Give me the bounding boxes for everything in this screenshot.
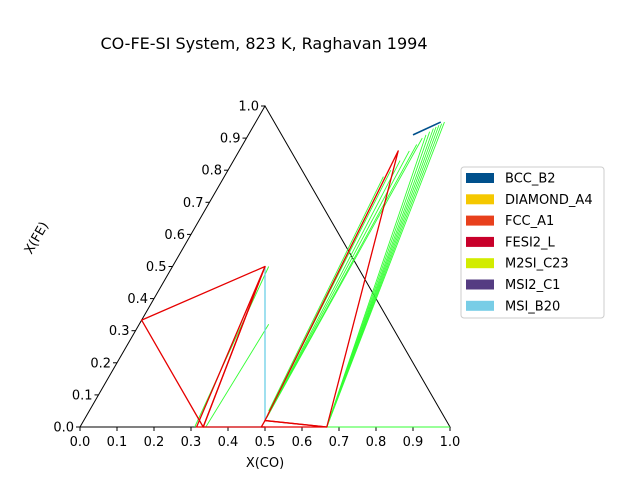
legend-swatch	[466, 300, 494, 311]
legend-label: M2SI_C23	[505, 257, 569, 272]
y-tick-label: 0.1	[72, 388, 93, 403]
legend-swatch	[466, 236, 494, 247]
tie-line	[326, 121, 445, 428]
y-tick-label: 1.0	[238, 100, 259, 115]
x-tick-label: 0.7	[329, 435, 350, 450]
chart-title: CO-FE-SI System, 823 K, Raghavan 1994	[100, 34, 427, 53]
x-tick-label: 0.1	[107, 435, 128, 450]
x-tick-label: 0.9	[403, 435, 424, 450]
y-tick-label: 0.6	[164, 228, 185, 243]
tie-line	[194, 266, 270, 428]
legend-label: FESI2_L	[505, 235, 556, 250]
x-tick-label: 1.0	[440, 435, 461, 450]
y-tick-label: 0.9	[220, 132, 241, 147]
x-tick-label: 0.5	[255, 435, 276, 450]
y-tick-label: 0.0	[53, 421, 74, 436]
tie-line	[266, 137, 423, 418]
x-tick-label: 0.0	[70, 435, 91, 450]
x-axis-label: X(CO)	[246, 456, 284, 471]
legend-swatch	[466, 194, 494, 205]
legend-label: MSI_B20	[505, 299, 560, 314]
y-tick-label: 0.7	[183, 196, 204, 211]
tie-line	[205, 324, 270, 428]
legend-swatch	[466, 279, 494, 290]
y-tick-label: 0.3	[109, 324, 130, 339]
legend-label: BCC_B2	[505, 172, 556, 187]
x-tick-label: 0.6	[292, 435, 313, 450]
legend-swatch	[466, 173, 494, 183]
x-tick-label: 0.2	[144, 435, 165, 450]
legend-label: DIAMOND_A4	[505, 193, 593, 208]
legend-label: FCC_A1	[505, 214, 554, 229]
tie-line	[266, 160, 401, 418]
three-phase-triangle	[264, 150, 399, 428]
tie-line	[266, 150, 410, 418]
legend-swatch	[466, 215, 494, 226]
x-tick-label: 0.8	[366, 435, 387, 450]
legend: BCC_B2 DIAMOND_A4 FCC_A1 FESI2_L M2SI_C23 MSI…	[460, 166, 605, 319]
y-tick-label: 0.2	[90, 356, 111, 371]
y-axis-label: X(FE)	[22, 219, 52, 257]
x-tick-label: 0.3	[181, 435, 202, 450]
tie-line	[268, 176, 384, 412]
bcc-b2-boundary	[412, 121, 442, 136]
y-tick-label: 0.8	[201, 164, 222, 179]
y-tick-label: 0.4	[127, 292, 148, 307]
data-layer	[140, 121, 450, 428]
legend-box	[460, 166, 605, 319]
legend-label: MSI2_C1	[505, 278, 560, 293]
x-tick-label: 0.4	[218, 435, 239, 450]
axis-ticks: 0.0 0.1 0.2 0.3 0.4 0.5 0.6 0.7 0.8 0.9 1.0 0.0 0.1 0…	[53, 100, 460, 451]
three-phase-triangle	[140, 265, 266, 428]
y-tick-label: 0.5	[146, 260, 167, 275]
legend-swatch	[466, 258, 494, 269]
